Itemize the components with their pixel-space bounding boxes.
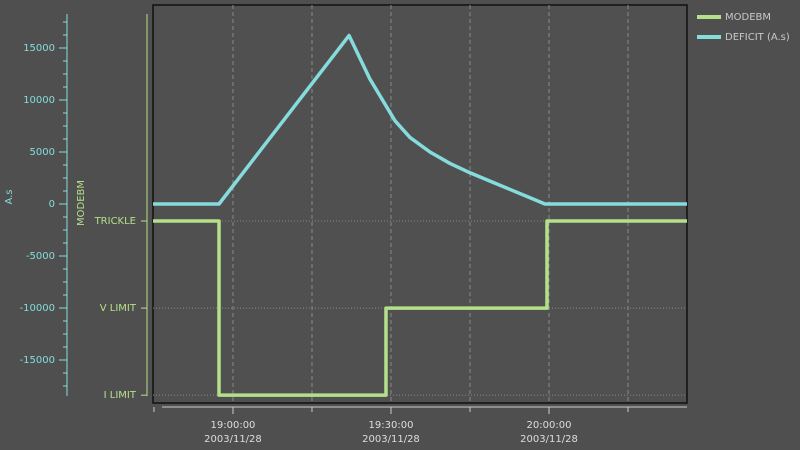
y-tick-label: -5000: [26, 251, 55, 262]
y-tick-label: -15000: [20, 355, 55, 366]
y-tick-label: 0: [49, 199, 55, 210]
series-line: [153, 33, 687, 206]
y2-axis-label: MODEBM: [76, 180, 87, 226]
y2-tick-label: V LIMIT: [100, 303, 137, 314]
y2-tick-label: TRICKLE: [94, 216, 136, 227]
x-tick-label: 19:30:00: [369, 420, 414, 431]
x-tick-label: 2003/11/28: [362, 434, 420, 445]
x-tick-label: 2003/11/28: [520, 434, 578, 445]
series-line: [153, 219, 687, 397]
y-tick-label: -10000: [20, 303, 55, 314]
legend-label: MODEBM: [725, 12, 771, 23]
y-axis-label: A.s: [4, 189, 15, 204]
x-tick-label: 2003/11/28: [204, 434, 262, 445]
y-tick-label: 5000: [30, 147, 55, 158]
x-tick-label: 20:00:00: [527, 420, 572, 431]
y-tick-label: 10000: [23, 95, 55, 106]
y-tick-label: 15000: [23, 43, 55, 54]
y2-tick-label: I LIMIT: [104, 390, 137, 401]
legend-label: DEFICIT (A.s): [725, 32, 790, 43]
x-tick-label: 19:00:00: [211, 420, 256, 431]
